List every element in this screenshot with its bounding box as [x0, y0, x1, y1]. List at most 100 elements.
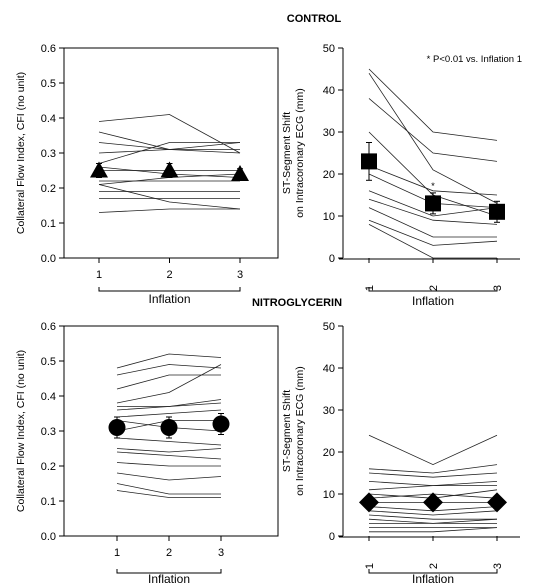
- patient-line: [98, 142, 241, 154]
- mean-marker-triangle: [160, 161, 179, 178]
- x-axis-label: Inflation: [148, 292, 190, 306]
- y-tick-label: 0.4: [41, 113, 56, 125]
- patient-line: [116, 437, 222, 446]
- y-tick-label: 20: [323, 169, 335, 181]
- y-axis-label: Collateral Flow Index, CFI (no unit): [15, 72, 27, 234]
- patient-line: [116, 402, 222, 411]
- y-tick-label: 10: [323, 211, 335, 223]
- patient-line: [98, 142, 240, 164]
- x-tick-label: 1: [114, 547, 120, 559]
- patient-line: [368, 198, 498, 225]
- inflation-bracket: [368, 287, 498, 292]
- mean-marker-diamond: [359, 492, 379, 513]
- patient-line: [116, 462, 221, 467]
- x-tick-label: 2: [166, 269, 172, 281]
- patient-line: [116, 374, 221, 390]
- patient-line: [368, 485, 497, 491]
- y-tick-label: 0: [329, 253, 335, 265]
- patient-line: [117, 399, 222, 407]
- x-tick-label: 1: [364, 285, 376, 291]
- control-section-title: CONTROL: [287, 13, 342, 25]
- patient-line: [116, 490, 221, 498]
- mean-marker-diamond: [423, 492, 443, 513]
- y-tick-label: 0.4: [41, 391, 56, 403]
- y-tick-label: 0.3: [41, 148, 56, 160]
- y-tick-label: 0.5: [41, 78, 56, 90]
- patient-line: [98, 142, 241, 154]
- y-axis-label-line2: on Intracoronary ECG (mm): [294, 88, 306, 218]
- y-tick-label: 0.5: [41, 356, 56, 368]
- patient-line: [368, 510, 498, 516]
- plot-frame: [63, 47, 279, 259]
- y-tick-label: 0.6: [41, 321, 56, 333]
- patient-line: [98, 208, 240, 213]
- x-tick-label: 3: [218, 547, 224, 559]
- patient-line: [98, 114, 241, 154]
- nitro-section-title: NITROGLYCERIN: [252, 297, 342, 309]
- patient-line: [98, 184, 241, 210]
- patient-line: [368, 464, 498, 474]
- patient-line: [368, 207, 497, 238]
- mean-marker-circle: [160, 419, 178, 436]
- patient-line: [116, 448, 222, 453]
- mean-marker-triangle: [231, 165, 249, 181]
- panel-nitro-st: 0 10 20 30 40 50 1 2 3 Inflation ST-Segment Shift o…: [281, 321, 520, 585]
- y-tick-label: 0.1: [41, 218, 56, 230]
- patient-line: [116, 364, 222, 376]
- x-axis-label: Inflation: [412, 572, 454, 585]
- y-tick-label: 20: [323, 447, 335, 459]
- inflation-bracket: [116, 569, 222, 574]
- y-tick-label: 50: [323, 43, 335, 55]
- y-tick-label: 0.2: [41, 183, 56, 195]
- patient-line: [368, 434, 498, 466]
- patient-line: [368, 518, 498, 524]
- mean-marker-square: [425, 195, 441, 212]
- mean-marker-circle: [108, 419, 126, 436]
- panel-control-cfi: 0.0 0.1 0.2 0.3 0.4 0.5 0.6 1 2 3 Inflation Collate…: [15, 43, 279, 306]
- x-tick-label: 3: [237, 269, 243, 281]
- patient-line: [116, 364, 222, 404]
- y-tick-label: 30: [323, 127, 335, 139]
- y-tick-label: 10: [323, 489, 335, 501]
- mean-marker-triangle: [90, 161, 108, 178]
- inflation-bracket: [368, 569, 498, 574]
- significance-note: * P<0.01 vs. Inflation 1: [427, 54, 522, 65]
- patient-line: [368, 165, 498, 196]
- patient-line: [116, 409, 222, 418]
- patient-line: [116, 451, 222, 460]
- x-tick-label: 3: [492, 563, 504, 569]
- patient-line: [368, 68, 498, 141]
- patient-line: [368, 190, 498, 217]
- patient-line: [368, 224, 497, 259]
- patient-line: [368, 481, 498, 487]
- x-axis-label: Inflation: [412, 294, 454, 308]
- y-axis-label-line2: on Intracoronary ECG (mm): [294, 366, 306, 496]
- patient-line: [368, 72, 498, 204]
- patient-line: [116, 483, 221, 495]
- patient-line: [116, 472, 222, 481]
- y-tick-label: 40: [323, 85, 335, 97]
- x-tick-label: 2: [166, 547, 172, 559]
- x-tick-label: 1: [364, 563, 376, 569]
- y-tick-label: 0.0: [41, 531, 56, 543]
- mean-marker-circle: [212, 415, 230, 433]
- y-tick-label: 40: [323, 363, 335, 375]
- mean-marker-square: [489, 203, 505, 220]
- patient-line: [368, 98, 498, 162]
- y-tick-label: 50: [323, 321, 335, 333]
- y-axis-label: Collateral Flow Index, CFI (no unit): [15, 350, 27, 512]
- panel-control-st: 0 10 20 30 40 50 1 2 3 Inflation ST-Segment Shift o…: [281, 43, 522, 308]
- patient-line: [368, 514, 497, 520]
- x-tick-label: 1: [96, 269, 102, 281]
- mean-marker-diamond: [487, 492, 507, 513]
- patient-line: [369, 527, 498, 533]
- x-tick-label: 2: [428, 563, 440, 569]
- patient-line: [368, 472, 498, 478]
- y-tick-label: 0.6: [41, 43, 56, 55]
- y-tick-label: 30: [323, 405, 335, 417]
- x-tick-label: 3: [492, 285, 504, 291]
- y-tick-label: 0.2: [41, 461, 56, 473]
- inflation-bracket: [98, 287, 241, 292]
- patient-line: [116, 353, 222, 369]
